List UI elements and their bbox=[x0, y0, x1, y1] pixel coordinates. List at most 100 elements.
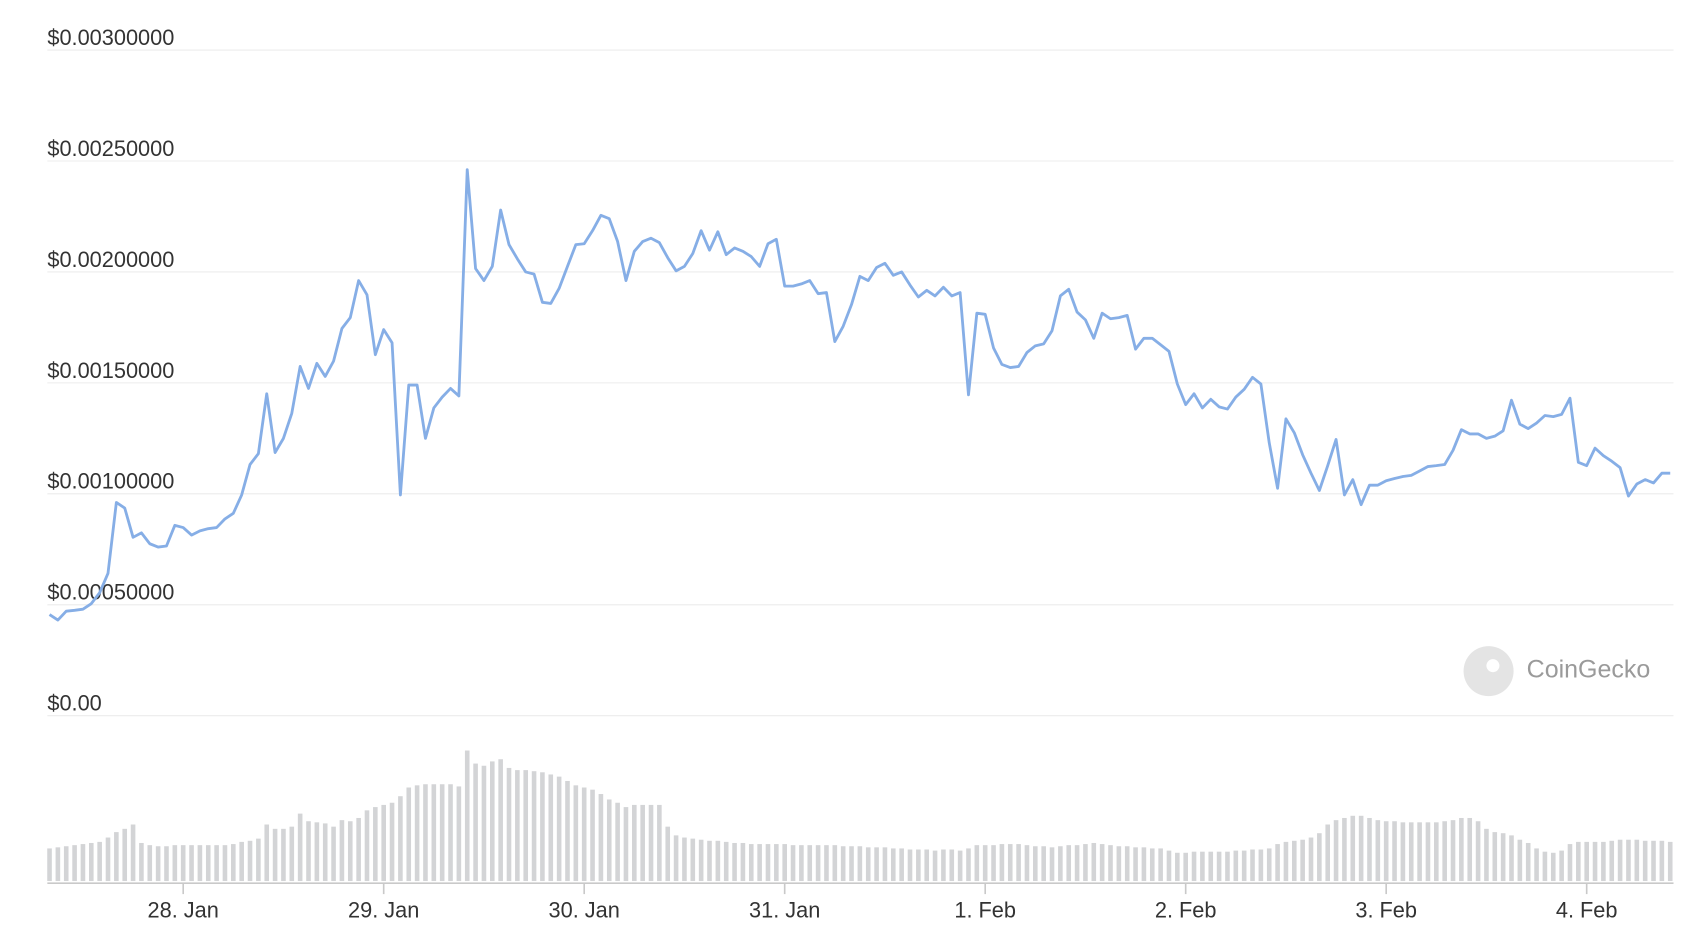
volume-bar bbox=[506, 767, 512, 882]
volume-bar bbox=[114, 832, 119, 882]
volume-bar bbox=[373, 807, 378, 882]
volume-bar bbox=[1500, 833, 1506, 882]
watermark: CoinGecko bbox=[1463, 646, 1650, 697]
volume-bar bbox=[840, 846, 846, 882]
volume-bar bbox=[548, 774, 554, 882]
volume-bar bbox=[774, 844, 779, 882]
volume-bar bbox=[164, 846, 169, 882]
volume-bar bbox=[974, 845, 980, 882]
volume-bar bbox=[414, 785, 420, 882]
volume-bar bbox=[1225, 851, 1230, 882]
volume-bar bbox=[807, 845, 813, 882]
volume-bar bbox=[732, 842, 737, 882]
volume-bar bbox=[264, 824, 270, 882]
volume-bar bbox=[247, 840, 253, 882]
volume-bar bbox=[1275, 844, 1280, 882]
volume-bar bbox=[155, 846, 161, 882]
volume-bar bbox=[957, 850, 963, 882]
volume-bar bbox=[1484, 828, 1489, 882]
plot: $0.00 $0.00050000 $0.00100000 $0.00150000 $0… bbox=[47, 25, 1674, 922]
volume-bar bbox=[1308, 837, 1314, 882]
volume-bar bbox=[673, 835, 679, 882]
volume-bar bbox=[1300, 839, 1305, 882]
volume-bar bbox=[1058, 846, 1063, 882]
volume-bar bbox=[1233, 850, 1239, 882]
volume-bar bbox=[406, 787, 412, 882]
volume-bar bbox=[982, 845, 988, 882]
volume-bar bbox=[1024, 845, 1030, 882]
volume-bar bbox=[272, 828, 278, 882]
volume-bar bbox=[448, 784, 453, 882]
volume-bar bbox=[1091, 842, 1097, 882]
volume-bar bbox=[1358, 815, 1364, 882]
volume-bar bbox=[473, 763, 478, 882]
volume-bar bbox=[865, 847, 871, 882]
volume-bar bbox=[1066, 845, 1072, 882]
volume-bar bbox=[648, 804, 654, 882]
volume-bar bbox=[698, 839, 704, 882]
volume-bar bbox=[189, 845, 194, 882]
volume-bar bbox=[606, 799, 612, 882]
volume-bar bbox=[498, 759, 503, 882]
volume-bar bbox=[489, 761, 495, 882]
volume-bar bbox=[540, 772, 545, 882]
volume-bar bbox=[1041, 846, 1046, 882]
volume-bar bbox=[431, 784, 437, 882]
volume-bar bbox=[999, 844, 1005, 882]
volume-bar bbox=[890, 848, 896, 882]
volume-bar bbox=[356, 817, 361, 882]
volume-bar bbox=[1592, 841, 1598, 882]
volume-bar bbox=[1208, 851, 1214, 882]
volume-bar bbox=[1584, 841, 1589, 882]
volume-bar bbox=[464, 750, 470, 882]
volume-bar bbox=[623, 807, 629, 882]
volume-bar bbox=[1425, 822, 1431, 882]
volume-bar bbox=[598, 794, 604, 882]
x-tick-label: 3. Feb bbox=[1355, 897, 1417, 922]
volume-bar bbox=[1442, 821, 1447, 882]
volume-bar bbox=[205, 845, 211, 882]
y-tick-label: $0.00200000 bbox=[47, 247, 174, 272]
volume-bar bbox=[1333, 820, 1339, 882]
volume-bar bbox=[1576, 841, 1581, 882]
volume-bar bbox=[632, 804, 637, 882]
x-tick-label: 29. Jan bbox=[348, 897, 419, 922]
volume-bar bbox=[715, 840, 721, 882]
volume-bar bbox=[657, 804, 662, 882]
volume-bar bbox=[932, 850, 938, 882]
volume-bar bbox=[1133, 847, 1138, 882]
volume-bar bbox=[398, 796, 403, 882]
volume-bar bbox=[1492, 832, 1498, 882]
volume-bar bbox=[180, 845, 186, 882]
volume-bar bbox=[824, 845, 829, 882]
volume-bar bbox=[857, 846, 863, 882]
volume-bar bbox=[1408, 822, 1414, 882]
volume-bar bbox=[1291, 840, 1297, 882]
volume-bar bbox=[1609, 840, 1615, 882]
volume-bar bbox=[339, 820, 345, 882]
volume-bar bbox=[916, 849, 921, 882]
volume-bar bbox=[306, 821, 311, 882]
volume-bar bbox=[1183, 852, 1188, 882]
volume-bar bbox=[782, 844, 787, 882]
volume-bar bbox=[1626, 839, 1631, 882]
volume-bar bbox=[523, 770, 529, 882]
volume-bar bbox=[1083, 844, 1088, 882]
volume-bar bbox=[531, 771, 537, 882]
volume-bar bbox=[47, 848, 52, 882]
volume-bar bbox=[924, 849, 930, 882]
price-line bbox=[48, 168, 1671, 622]
volume-bar bbox=[640, 804, 645, 882]
volume-bar bbox=[1601, 841, 1606, 882]
volume-bar bbox=[122, 828, 128, 882]
volume-bar bbox=[1166, 850, 1172, 882]
volume-bar bbox=[1417, 822, 1422, 882]
y-tick-label: $0.00300000 bbox=[47, 25, 174, 50]
volume-bar bbox=[1116, 846, 1122, 882]
volume-bar bbox=[515, 770, 520, 882]
volume-bar bbox=[1350, 815, 1356, 882]
volume-bar bbox=[239, 841, 244, 882]
volume-bar bbox=[1459, 817, 1464, 882]
volume-bar bbox=[682, 837, 687, 882]
